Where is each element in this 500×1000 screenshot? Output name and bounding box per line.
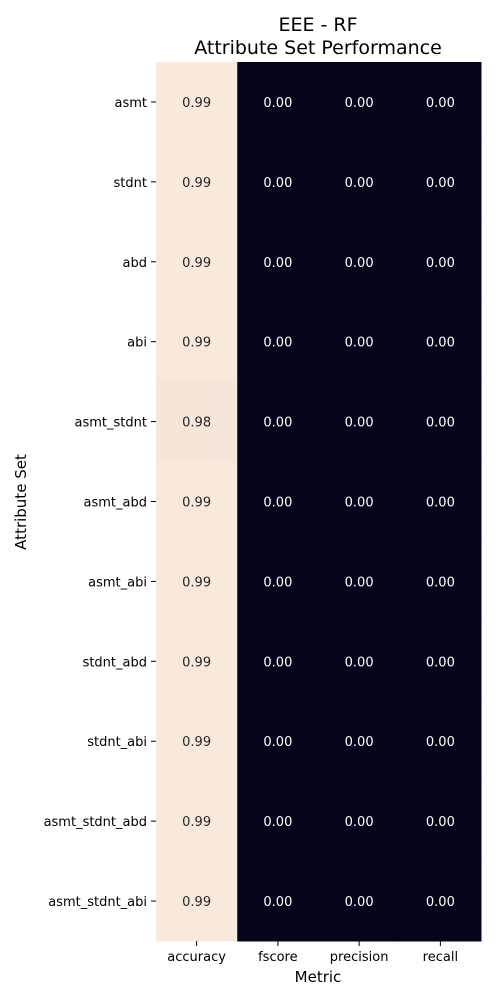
y-tick-label: stdnt_abi: [87, 735, 147, 750]
x-tick-label: fscore: [258, 950, 298, 965]
cell-value-label: 0.00: [345, 655, 374, 670]
cell-value-label: 0.00: [345, 336, 374, 351]
cell-value-label: 0.00: [426, 655, 455, 670]
cell-value-label: 0.00: [426, 176, 455, 191]
cell-value-label: 0.00: [345, 96, 374, 111]
cell-value-label: 0.99: [182, 96, 211, 111]
chart-title-line-1: EEE - RF: [278, 14, 357, 36]
cell-value-label: 0.99: [182, 575, 211, 590]
cell-value-label: 0.00: [426, 416, 455, 431]
cell-value-label: 0.00: [263, 416, 292, 431]
cell-value-label: 0.99: [182, 735, 211, 750]
cell-value-label: 0.00: [263, 336, 292, 351]
y-tick-label: asmt_abd: [84, 496, 147, 511]
cell-value-label: 0.00: [345, 256, 374, 271]
y-tick-label: abd: [123, 256, 147, 271]
x-tick-label: precision: [330, 950, 389, 965]
cell-value-label: 0.00: [263, 655, 292, 670]
cell-value-label: 0.00: [426, 336, 455, 351]
cell-value-label: 0.00: [345, 815, 374, 830]
y-tick-label: asmt: [115, 96, 148, 111]
x-tick-label: accuracy: [167, 950, 226, 965]
y-tick-label: asmt_abi: [88, 575, 147, 590]
cell-value-label: 0.99: [182, 895, 211, 910]
cell-value-label: 0.98: [182, 416, 211, 431]
y-tick-label: stdnt_abd: [83, 655, 147, 670]
cell-value-label: 0.99: [182, 256, 211, 271]
y-axis-ticks: asmt stdnt abd abi asmt_stdnt asmt_abd asmt_ab…: [44, 96, 156, 910]
cell-value-label: 0.00: [426, 496, 455, 511]
cell-value-label: 0.99: [182, 655, 211, 670]
y-tick-label: asmt_stdnt_abi: [48, 895, 147, 910]
cell-value-label: 0.99: [182, 815, 211, 830]
cell-value-label: 0.00: [345, 575, 374, 590]
cell-value-label: 0.00: [426, 256, 455, 271]
cell-value-label: 0.00: [263, 735, 292, 750]
cell-value-label: 0.99: [182, 176, 211, 191]
cell-value-label: 0.00: [345, 416, 374, 431]
x-tick-label: recall: [423, 950, 458, 965]
y-axis-label: Attribute Set: [12, 454, 30, 550]
cell-value-label: 0.00: [263, 496, 292, 511]
y-tick-label: stdnt: [114, 176, 147, 191]
cell-value-label: 0.00: [263, 176, 292, 191]
cell-value-label: 0.00: [426, 815, 455, 830]
cell-value-label: 0.00: [426, 96, 455, 111]
cell-value-label: 0.00: [345, 496, 374, 511]
cell-value-label: 0.00: [426, 575, 455, 590]
cell-value-label: 0.00: [426, 735, 455, 750]
cell-value-label: 0.00: [263, 815, 292, 830]
x-axis-label: Metric: [295, 968, 342, 986]
y-tick-label: abi: [127, 336, 147, 351]
cell-value-label: 0.00: [263, 256, 292, 271]
cell-value-label: 0.00: [345, 895, 374, 910]
cell-value-label: 0.00: [263, 575, 292, 590]
cell-value-label: 0.99: [182, 336, 211, 351]
cell-value-label: 0.99: [182, 496, 211, 511]
cell-value-label: 0.00: [263, 895, 292, 910]
cell-value-label: 0.00: [345, 176, 374, 191]
y-tick-label: asmt_stdnt_abd: [44, 815, 147, 830]
cell-value-label: 0.00: [263, 96, 292, 111]
cell-value-label: 0.00: [345, 735, 374, 750]
cell-value-label: 0.00: [426, 895, 455, 910]
chart-title-line-2: Attribute Set Performance: [194, 37, 442, 59]
x-axis-ticks: accuracy fscore precision recall: [167, 941, 458, 965]
y-tick-label: asmt_stdnt: [75, 416, 147, 431]
